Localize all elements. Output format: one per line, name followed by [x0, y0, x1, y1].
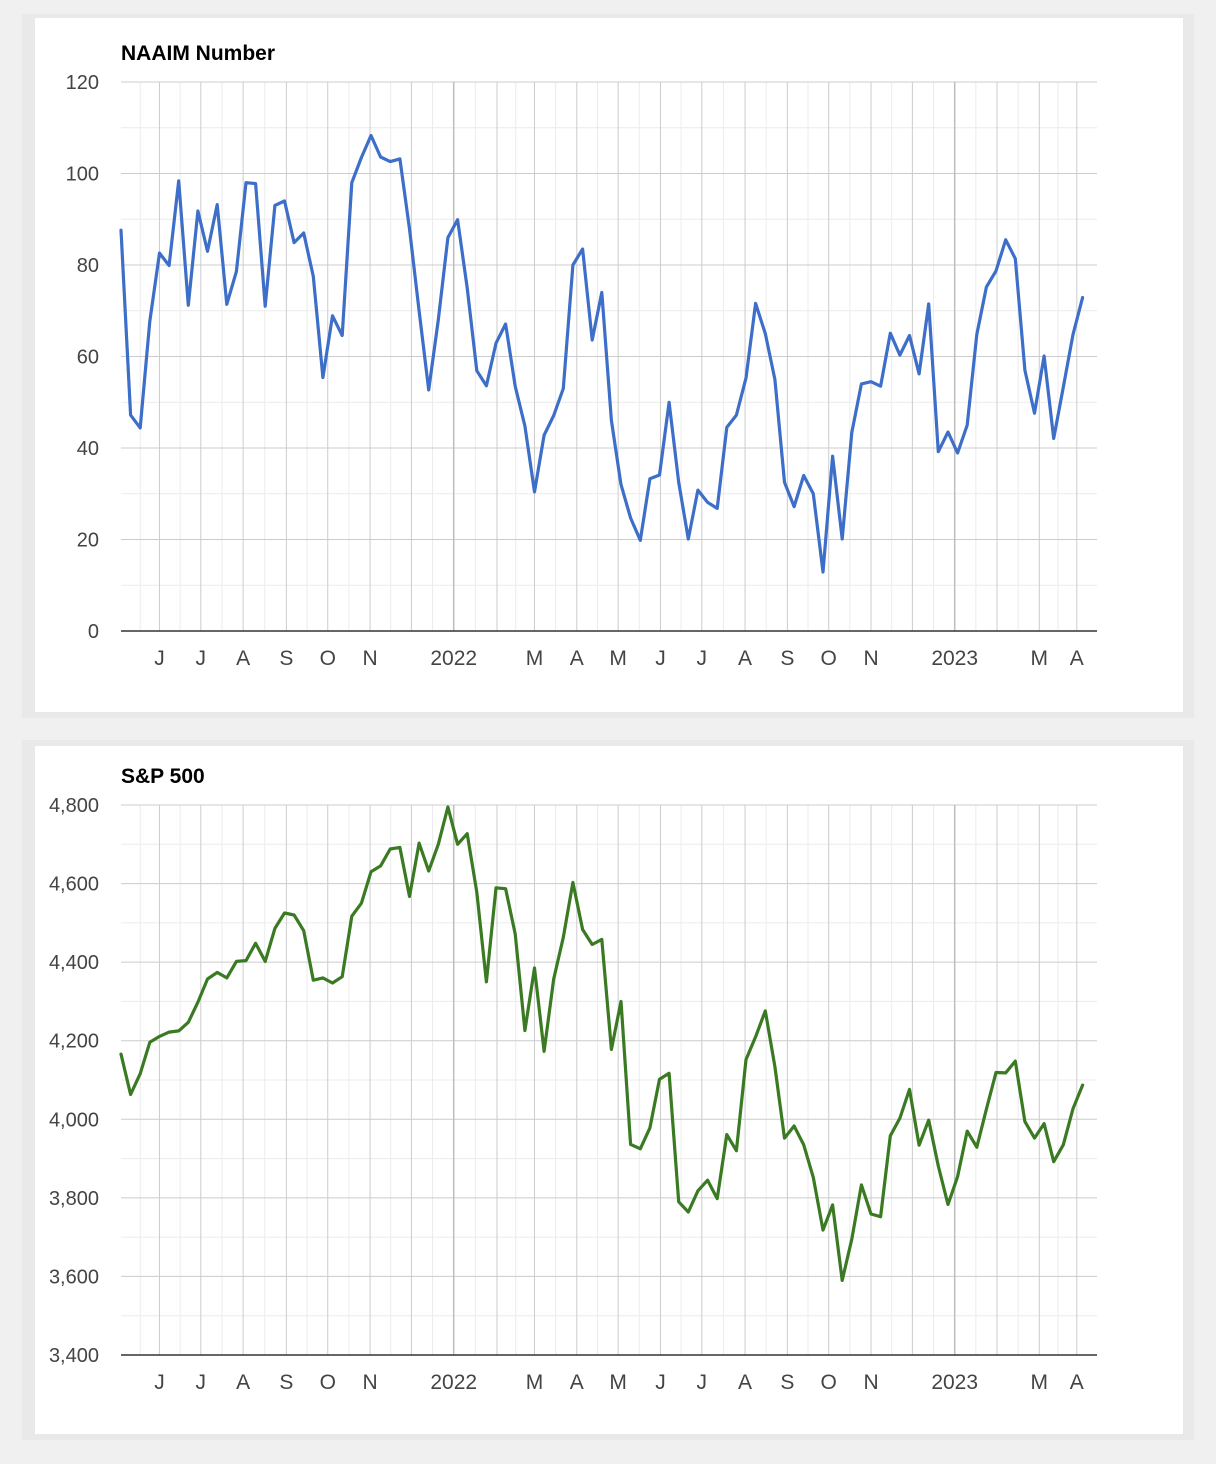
naaim-x-tick-label: A	[1070, 647, 1084, 670]
sp500-x-tick-label: N	[863, 1371, 878, 1394]
naaim-x-tick-label: A	[236, 647, 250, 670]
sp500-x-tick-label: N	[362, 1371, 377, 1394]
naaim-y-tick-label: 120	[66, 72, 99, 94]
naaim-x-tick-label: 2023	[931, 647, 978, 670]
naaim-x-tick-label: O	[320, 647, 336, 670]
naaim-x-tick-label: M	[609, 647, 627, 670]
naaim-y-tick-label: 20	[77, 530, 99, 552]
naaim-x-tick-label: N	[863, 647, 878, 670]
sp500-chart-panel: 3,400 3,600 3,800 4,000 4,200 4,400 4,600 4,800…	[35, 746, 1183, 1434]
sp500-x-tick-label: A	[570, 1371, 584, 1394]
sp500-y-tick-label: 3,800	[49, 1188, 99, 1210]
sp500-y-tick-label: 4,000	[49, 1109, 99, 1131]
naaim-y-tick-label: 60	[77, 347, 99, 369]
sp500-y-tick-label: 4,400	[49, 952, 99, 974]
naaim-y-tick-label: 40	[77, 438, 99, 460]
naaim-x-tick-label: J	[697, 647, 708, 670]
naaim-x-tick-label: 2022	[430, 647, 477, 670]
sp500-series-line	[119, 805, 1085, 1283]
sp500-y-tick-label: 4,800	[49, 795, 99, 817]
sp500-chart-title: S&P 500	[121, 765, 205, 788]
sp500-y-tick-label: 3,400	[49, 1345, 99, 1367]
sp500-x-tick-label: J	[196, 1371, 207, 1394]
naaim-x-tick-label: A	[738, 647, 752, 670]
sp500-y-tick-label: 3,600	[49, 1266, 99, 1288]
naaim-x-tick-label: S	[279, 647, 293, 670]
naaim-x-tick-label: J	[655, 647, 666, 670]
sp500-x-tick-label: A	[738, 1371, 752, 1394]
naaim-x-tick-label: J	[196, 647, 207, 670]
naaim-y-tick-label: 80	[77, 255, 99, 277]
sp500-x-tick-label: A	[1070, 1371, 1084, 1394]
sp500-x-tick-label: J	[697, 1371, 708, 1394]
naaim-x-tick-label: A	[570, 647, 584, 670]
sp500-y-tick-label: 4,200	[49, 1031, 99, 1053]
sp500-y-tick-label: 4,600	[49, 874, 99, 896]
sp500-x-tick-label: M	[526, 1371, 544, 1394]
naaim-x-tick-label: M	[1031, 647, 1049, 670]
naaim-x-tick-label: O	[821, 647, 837, 670]
sp500-x-tick-label: S	[780, 1371, 794, 1394]
sp500-x-tick-label: 2022	[430, 1371, 477, 1394]
sp500-x-tick-label: A	[236, 1371, 250, 1394]
naaim-x-tick-label: J	[154, 647, 165, 670]
sp500-x-tick-label: O	[320, 1371, 336, 1394]
sp500-line-chart: 3,400 3,600 3,800 4,000 4,200 4,400 4,600 4,800…	[49, 765, 1097, 1394]
naaim-chart-title: NAAIM Number	[121, 42, 275, 65]
naaim-x-tick-label: M	[526, 647, 544, 670]
sp500-x-tick-label: 2023	[931, 1371, 978, 1394]
naaim-chart-panel: 0 20 40 60 80 100 120 J J A S O N 2022 M A M J J A S O N 2023 M A…	[35, 18, 1183, 712]
sp500-x-tick-label: M	[609, 1371, 627, 1394]
sp500-x-tick-label: O	[821, 1371, 837, 1394]
sp500-x-tick-label: J	[655, 1371, 666, 1394]
naaim-y-tick-label: 0	[88, 621, 99, 643]
naaim-y-tick-label: 100	[66, 164, 99, 186]
naaim-x-tick-label: S	[780, 647, 794, 670]
sp500-x-tick-label: S	[279, 1371, 293, 1394]
naaim-series-line	[119, 133, 1085, 574]
sp500-x-tick-label: J	[154, 1371, 165, 1394]
sp500-x-tick-label: M	[1031, 1371, 1049, 1394]
naaim-x-tick-label: N	[362, 647, 377, 670]
